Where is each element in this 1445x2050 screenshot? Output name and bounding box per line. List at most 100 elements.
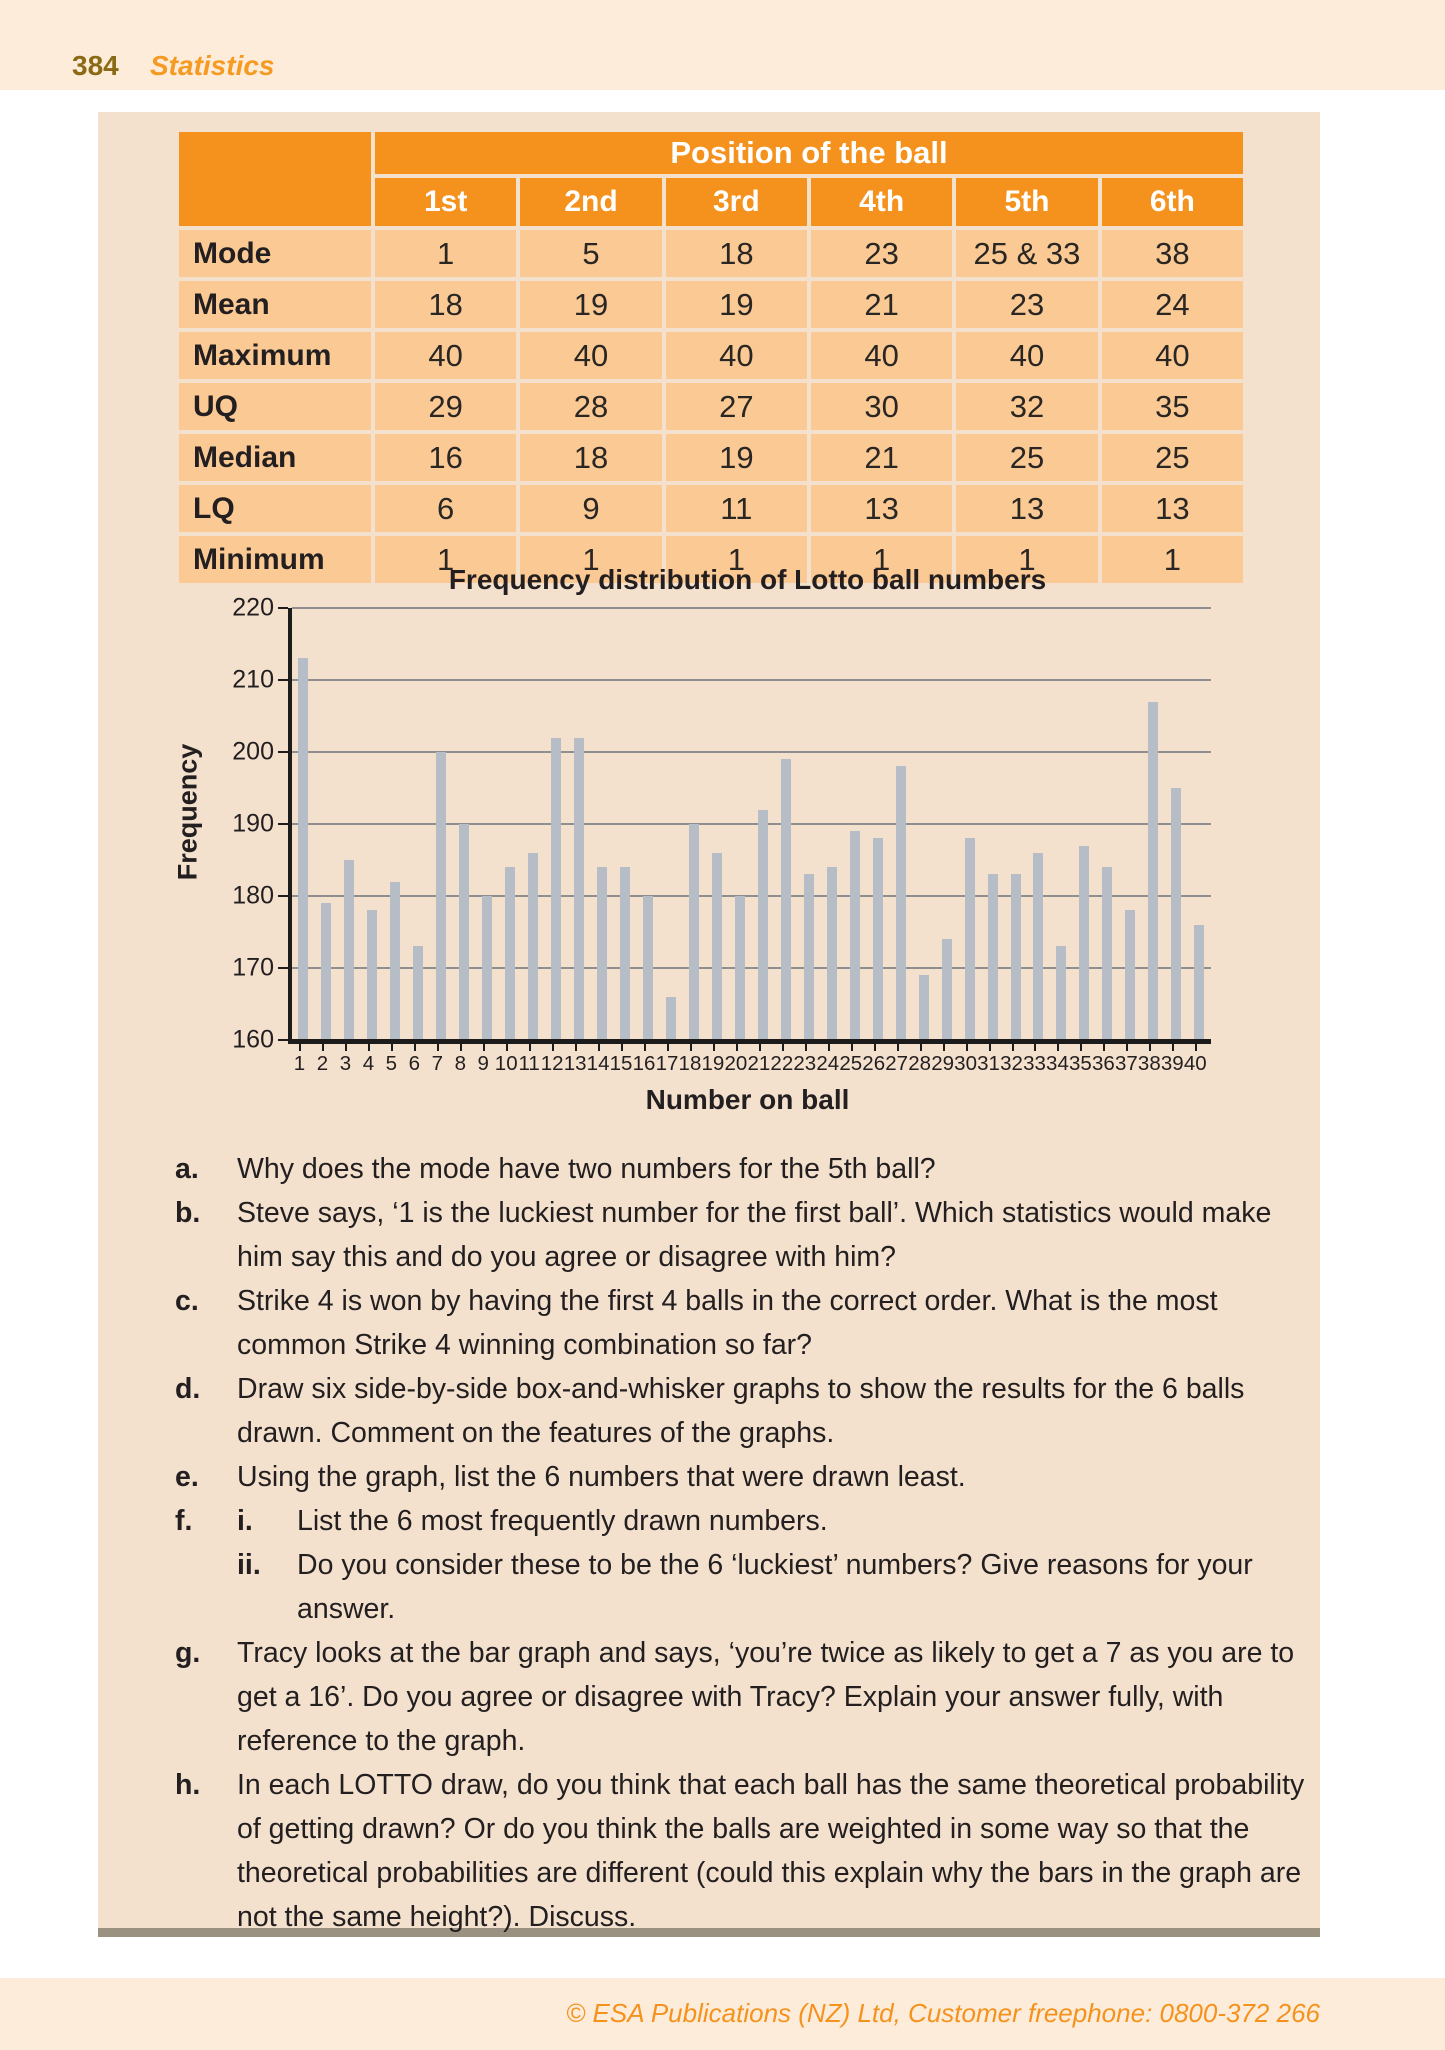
bar-ball-1 [298, 658, 309, 1040]
bar-ball-28 [918, 975, 929, 1040]
bar-ball-6 [413, 946, 424, 1040]
x-tick-label-28: 28 [908, 1043, 932, 1076]
bar-slot [797, 608, 820, 1040]
table-cell: 18 [375, 281, 517, 328]
bar-ball-21 [757, 809, 768, 1040]
question-subitem-i: i. List the 6 most frequently drawn numbe… [237, 1499, 1305, 1543]
gridline-170 [292, 967, 1211, 969]
bar-ball-25 [849, 831, 860, 1040]
bar-ball-5 [390, 881, 401, 1040]
x-tick-mark [414, 1043, 417, 1051]
x-tick-label-text: 23 [793, 1052, 817, 1075]
question-text: Draw six side-by-side box-and-whisker gr… [237, 1373, 1245, 1449]
lotto-statistics-table: Position of the ball 1st 2nd 3rd 4th 5th 6th … [175, 128, 1247, 587]
bar-ball-3 [344, 860, 355, 1040]
x-tick-label-text: 6 [408, 1052, 421, 1075]
x-tick-label-18: 18 [678, 1043, 701, 1076]
bar-ball-27 [895, 766, 906, 1040]
table-cell: 40 [810, 332, 953, 379]
bar-ball-16 [643, 896, 654, 1040]
table-cell: 24 [1101, 281, 1243, 328]
bar-slot [591, 608, 614, 1040]
x-tick-mark [735, 1043, 738, 1051]
table-cell: 9 [520, 485, 662, 532]
x-tick-label-text: 28 [908, 1052, 932, 1075]
bar-ball-13 [574, 737, 585, 1040]
x-tick-label-20: 20 [724, 1043, 747, 1076]
x-tick-mark [689, 1043, 692, 1051]
bar-ball-24 [826, 867, 837, 1040]
x-tick-label-26: 26 [862, 1043, 885, 1076]
x-tick-label-text: 12 [540, 1052, 564, 1075]
x-tick-label-37: 37 [1115, 1043, 1138, 1076]
question-subletter: ii. [237, 1549, 261, 1581]
table-cell: 1 [1101, 536, 1243, 583]
table-cell: 40 [520, 332, 662, 379]
x-tick-mark [598, 1043, 601, 1051]
bar-slot [1119, 608, 1142, 1040]
x-tick-mark [1011, 1043, 1014, 1051]
x-tick-mark [988, 1043, 991, 1051]
bar-ball-2 [321, 903, 332, 1040]
table-cell: 30 [810, 383, 953, 430]
x-tick-label-31: 31 [977, 1043, 1000, 1076]
table-cell: 1 [665, 536, 807, 583]
bar-slot [522, 608, 545, 1040]
x-tick-label-27: 27 [885, 1043, 908, 1076]
x-tick-label-text: 19 [701, 1052, 725, 1075]
bar-slot [637, 608, 660, 1040]
x-tick-mark [712, 1043, 715, 1051]
y-tick-mark [278, 751, 288, 753]
question-item-b: b. Steve says, ‘1 is the luckiest number … [175, 1191, 1305, 1279]
bar-ball-26 [872, 838, 883, 1040]
x-tick-label-29: 29 [931, 1043, 954, 1076]
x-tick-mark [299, 1043, 302, 1051]
bar-slot [705, 608, 728, 1040]
x-tick-label-text: 40 [1183, 1052, 1207, 1075]
table-cell: 13 [810, 485, 953, 532]
x-tick-label-text: 10 [494, 1052, 518, 1075]
page-header-band: 384 Statistics [0, 0, 1445, 90]
y-tick-label-210: 210 [232, 665, 274, 694]
x-tick-mark [827, 1043, 830, 1051]
table-cell: 1 [810, 536, 953, 583]
x-tick-mark [1126, 1043, 1129, 1051]
x-tick-mark [666, 1043, 669, 1051]
x-tick-label-39: 39 [1161, 1043, 1184, 1076]
y-tick-mark [278, 607, 288, 609]
bar-ball-15 [620, 867, 631, 1040]
x-tick-mark [368, 1043, 371, 1051]
x-tick-mark [1057, 1043, 1060, 1051]
question-text: In each LOTTO draw, do you think that ea… [237, 1769, 1305, 1933]
question-item-f: f. i. List the 6 most frequently drawn num… [175, 1499, 1305, 1631]
gridline-190 [292, 823, 1211, 825]
bar-slot [545, 608, 568, 1040]
x-tick-label-24: 24 [816, 1043, 839, 1076]
x-tick-mark [896, 1043, 899, 1051]
x-tick-label-text: 38 [1137, 1052, 1161, 1075]
table-row-uq: UQ 29 28 27 30 32 35 [179, 383, 1243, 430]
column-header-2nd: 2nd [520, 178, 662, 226]
exercise-content-box: Position of the ball 1st 2nd 3rd 4th 5th 6th … [98, 112, 1320, 1937]
row-label: Mode [179, 230, 371, 277]
x-tick-mark [575, 1043, 578, 1051]
y-tick-label-200: 200 [232, 737, 274, 766]
question-subitem-ii: ii. Do you consider these to be the 6 ‘lu… [237, 1543, 1305, 1631]
bar-slot [1027, 608, 1050, 1040]
table-cell: 40 [375, 332, 517, 379]
column-header-4th: 4th [810, 178, 953, 226]
question-subtext: Do you consider these to be the 6 ‘lucki… [297, 1549, 1253, 1625]
x-tick-label-22: 22 [770, 1043, 793, 1076]
table-cell: 21 [810, 434, 953, 481]
bar-slot [384, 608, 407, 1040]
x-tick-mark [552, 1043, 555, 1051]
bar-ball-36 [1102, 867, 1113, 1040]
x-tick-mark [1034, 1043, 1037, 1051]
question-letter: b. [175, 1197, 201, 1229]
x-tick-mark [644, 1043, 647, 1051]
table-cell: 25 [1101, 434, 1243, 481]
bar-ball-12 [551, 737, 562, 1040]
bar-ball-23 [803, 874, 814, 1040]
table-cell: 35 [1101, 383, 1243, 430]
bar-ball-11 [528, 852, 539, 1040]
